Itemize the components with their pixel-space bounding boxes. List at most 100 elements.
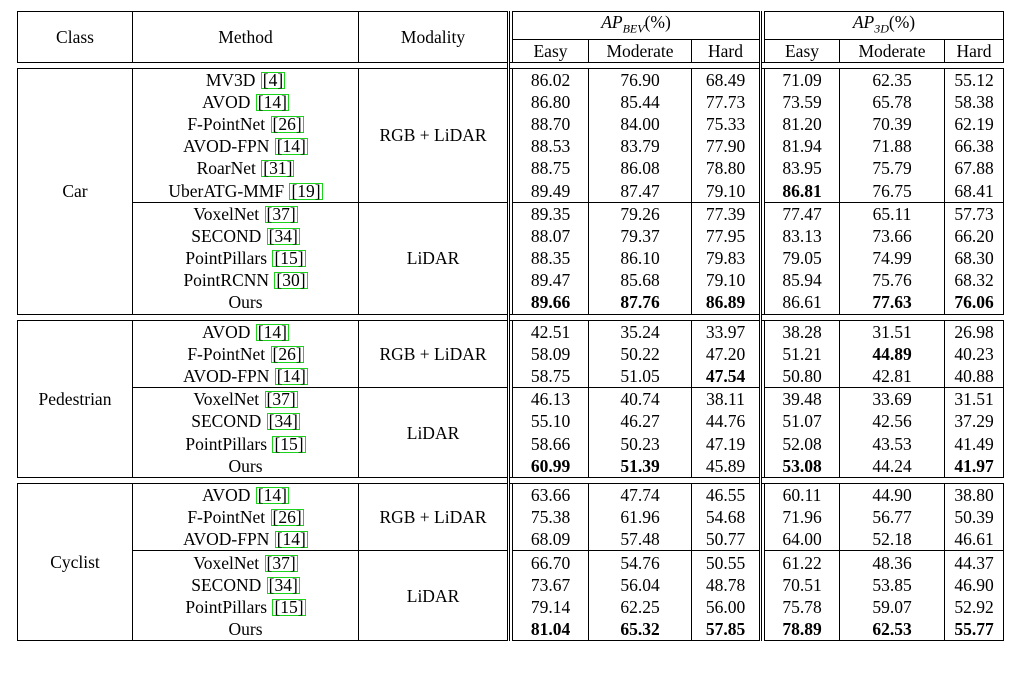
method-name: F-PointNet (187, 343, 266, 364)
value-cell: 84.00 (588, 112, 692, 136)
best-value: 86.89 (705, 292, 746, 313)
citation-link[interactable]: [14] (274, 529, 308, 550)
best-value: 89.66 (530, 292, 571, 313)
citation-link[interactable]: [34] (266, 411, 300, 432)
citation-link[interactable]: [31] (261, 158, 295, 179)
value-cell: 71.96 (764, 506, 840, 529)
value-cell: 40.23 (944, 342, 1004, 365)
value-cell: 77.73 (691, 90, 761, 113)
value-cell: 77.63 (839, 291, 945, 315)
value-cell: 88.07 (512, 224, 589, 247)
column-separator (507, 179, 513, 203)
method-cell: SECOND [34] (132, 224, 359, 247)
value-cell: 75.38 (512, 506, 589, 529)
table-row: VoxelNet [37] LiDAR 89.35 79.26 77.39 77.47 65… (18, 201, 1004, 315)
value-cell: 53.08 (764, 454, 840, 478)
value-cell: 53.85 (839, 573, 945, 596)
method-name: Ours (228, 455, 263, 476)
table-row: AVOD-FPN [14] 58.75 51.05 47.54 50.80 42.81 40… (18, 364, 1004, 389)
value-cell: 86.61 (764, 291, 840, 315)
citation-link[interactable]: [30] (274, 270, 308, 291)
column-separator (759, 483, 765, 507)
value-cell: 86.08 (588, 157, 692, 180)
citation-link[interactable]: [15] (272, 596, 306, 617)
method-cell: PointPillars [15] (132, 247, 359, 270)
ap-bev-header: APBEV(%) (512, 11, 761, 40)
value-cell: 58.09 (512, 342, 589, 365)
value-cell: 41.97 (944, 454, 1004, 478)
citation-link[interactable]: [34] (266, 225, 300, 246)
citation-link[interactable]: [19] (289, 180, 323, 201)
citation-link[interactable]: [37] (264, 552, 298, 573)
method-cell: Ours (132, 291, 359, 315)
column-separator (759, 135, 765, 158)
citation-link[interactable]: [37] (264, 389, 298, 410)
column-separator (507, 573, 513, 596)
column-separator (759, 320, 765, 343)
value-cell: 78.80 (691, 157, 761, 180)
value-cell: 44.89 (839, 342, 945, 365)
citation-link[interactable]: [26] (270, 507, 304, 528)
value-cell: 57.48 (588, 528, 692, 552)
citation-link[interactable]: [14] (255, 91, 289, 112)
value-cell: 61.22 (764, 550, 840, 574)
method-header: Method (132, 11, 359, 63)
modality-cell: LiDAR (358, 201, 509, 315)
value-cell: 89.49 (512, 179, 589, 203)
value-cell: 76.90 (588, 67, 692, 91)
value-cell: 58.66 (512, 432, 589, 455)
best-value: 87.76 (620, 292, 660, 313)
method-name: RoarNet (196, 158, 256, 179)
citation-link[interactable]: [37] (264, 203, 298, 224)
value-cell: 65.11 (839, 201, 945, 225)
citation-link[interactable]: [4] (260, 69, 286, 90)
citation-link[interactable]: [14] (255, 484, 289, 505)
class-cell: Cyclist (17, 482, 133, 642)
value-cell: 66.20 (944, 224, 1004, 247)
value-cell: 77.90 (691, 135, 761, 158)
value-cell: 52.08 (764, 432, 840, 455)
value-cell: 74.99 (839, 247, 945, 270)
value-cell: 68.09 (512, 528, 589, 552)
value-cell: 70.39 (839, 112, 945, 136)
value-cell: 77.95 (691, 224, 761, 247)
method-cell: RoarNet [31] (132, 157, 359, 180)
column-separator (759, 595, 765, 618)
value-cell: 47.20 (691, 342, 761, 365)
citation-link[interactable]: [34] (266, 574, 300, 595)
value-cell: 46.13 (512, 387, 589, 411)
method-cell: AVOD-FPN [14] (132, 364, 359, 389)
best-value: 65.32 (620, 619, 660, 640)
column-separator (759, 342, 765, 365)
method-name: F-PointNet (187, 507, 266, 528)
value-cell: 50.39 (944, 506, 1004, 529)
citation-link[interactable]: [15] (272, 433, 306, 454)
value-cell: 62.19 (944, 112, 1004, 136)
value-cell: 71.88 (839, 135, 945, 158)
column-separator (507, 432, 513, 455)
value-cell: 67.88 (944, 157, 1004, 180)
value-cell: 68.32 (944, 269, 1004, 292)
citation-link[interactable]: [15] (272, 248, 306, 269)
column-separator (759, 157, 765, 180)
value-cell: 46.90 (944, 573, 1004, 596)
column-separator (507, 454, 513, 478)
column-separator (507, 112, 513, 136)
method-cell: PointPillars [15] (132, 595, 359, 618)
value-cell: 79.10 (691, 269, 761, 292)
citation-link[interactable]: [26] (270, 113, 304, 134)
value-cell: 50.23 (588, 432, 692, 455)
column-separator (759, 68, 765, 91)
citation-link[interactable]: [14] (274, 136, 308, 157)
citation-link[interactable]: [26] (270, 343, 304, 364)
column-separator (507, 618, 513, 641)
method-name: PointPillars (185, 596, 268, 617)
citation-link[interactable]: [14] (274, 366, 308, 387)
value-cell: 65.32 (588, 618, 692, 642)
value-cell: 65.78 (839, 90, 945, 113)
group-gap (17, 61, 1004, 69)
method-cell: AVOD [14] (132, 319, 359, 343)
value-cell: 81.20 (764, 112, 840, 136)
citation-link[interactable]: [14] (255, 321, 289, 342)
value-cell: 38.80 (944, 482, 1004, 507)
